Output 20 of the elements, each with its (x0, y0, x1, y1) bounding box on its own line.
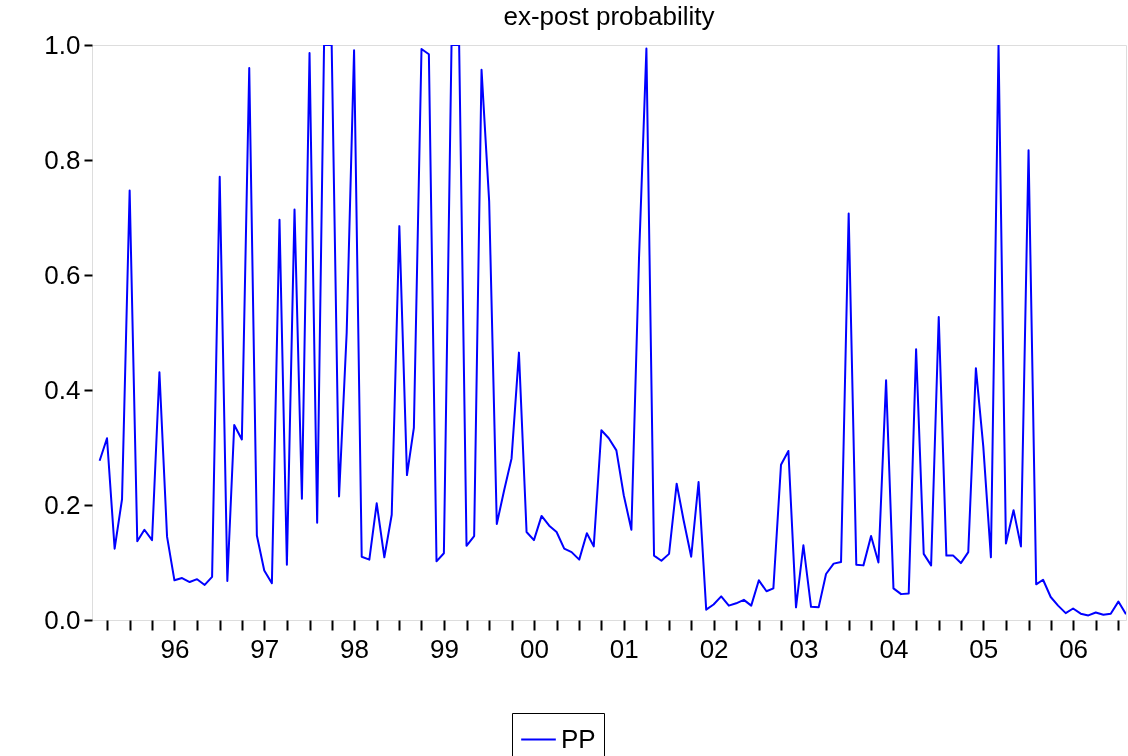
x-tick-label: 99 (429, 633, 459, 664)
y-tick-label: 0.8 (44, 144, 81, 175)
x-tick-label: 03 (789, 633, 819, 664)
y-tick-label: 0.2 (44, 489, 81, 520)
x-tick-label: 05 (969, 633, 999, 664)
x-tick-label: 97 (250, 633, 280, 664)
x-tick-label: 00 (519, 633, 549, 664)
y-tick-label: 0.0 (44, 604, 81, 635)
x-tick-label: 98 (340, 633, 370, 664)
line-series (98, 45, 1126, 617)
y-tick-label: 0.6 (44, 259, 81, 290)
legend-label: PP (561, 723, 596, 754)
x-tick-label: 96 (160, 633, 190, 664)
y-tick-label: 0.4 (44, 374, 81, 405)
x-tick-label: 06 (1059, 633, 1089, 664)
y-tick-label: 1.0 (44, 29, 81, 60)
chart-title: ex-post probability (503, 1, 715, 31)
x-tick-label: 01 (609, 633, 639, 664)
x-tick-label: 02 (699, 633, 729, 664)
x-tick-label: 04 (879, 633, 909, 664)
